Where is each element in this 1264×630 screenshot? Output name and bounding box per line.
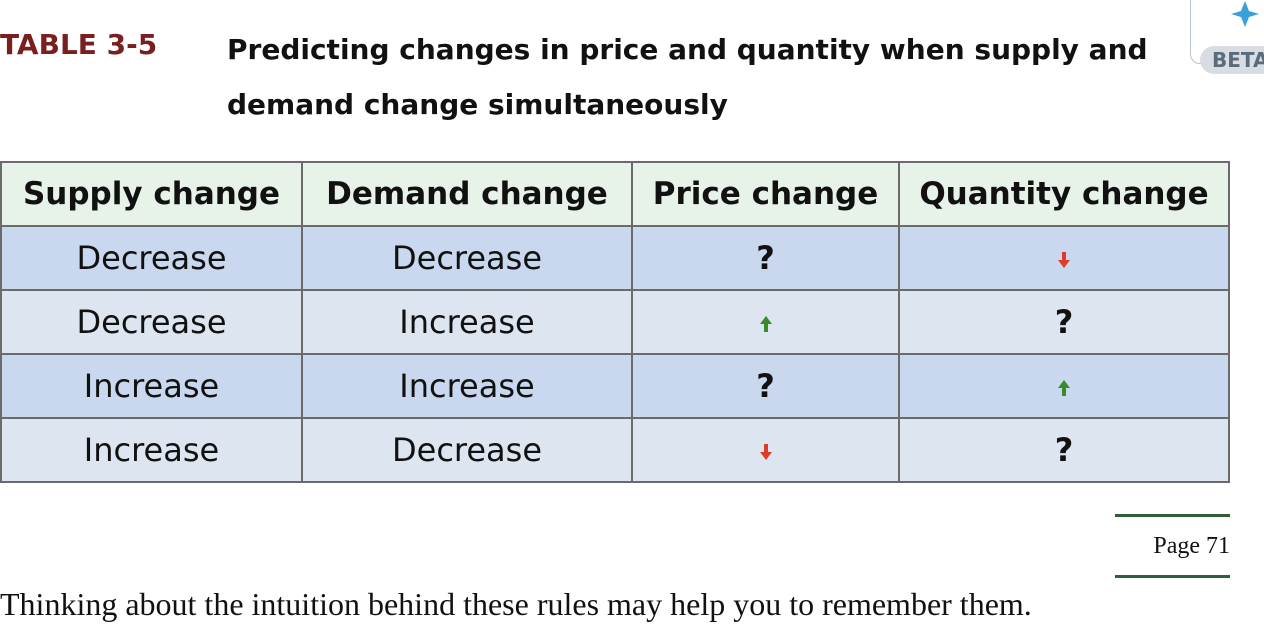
cell: Increase — [301, 289, 633, 355]
sparkle-icon — [1231, 1, 1259, 27]
cell: Decrease — [0, 289, 303, 355]
cell: Increase — [301, 353, 633, 419]
arrow-up — [759, 316, 772, 332]
page-number: Page 71 — [1115, 514, 1230, 578]
cell: ? — [898, 417, 1230, 483]
row: Decrease Increase ? — [0, 289, 1230, 355]
cell: ? — [631, 353, 900, 419]
arrow-down — [1058, 252, 1070, 268]
arrow-up — [1058, 380, 1070, 396]
table-label: TABLE 3-5 — [0, 28, 158, 61]
column-header: Supply change — [0, 161, 303, 227]
table: Supply change Demand change Price change… — [0, 161, 1230, 483]
body-text: Thinking about the intuition behind thes… — [0, 586, 1032, 622]
cell: ? — [631, 225, 900, 291]
arrow-down — [759, 444, 772, 460]
column-header: Price change — [631, 161, 900, 227]
cell — [898, 225, 1230, 291]
cell: ? — [898, 289, 1230, 355]
table-title: Predicting changes in price and quantity… — [227, 33, 1148, 121]
cell — [631, 289, 900, 355]
beta-badge[interactable]: BETA — [1200, 46, 1264, 74]
cell: Increase — [0, 417, 303, 483]
row: Increase Increase ? — [0, 353, 1230, 419]
cell: Decrease — [301, 417, 633, 483]
cell — [898, 353, 1230, 419]
column-header: Quantity change — [898, 161, 1230, 227]
cell — [631, 417, 900, 483]
row: Decrease Decrease ? — [0, 225, 1230, 291]
header-row: Supply change Demand change Price change… — [0, 161, 1230, 227]
cell: Decrease — [0, 225, 303, 291]
cell: Decrease — [301, 225, 633, 291]
cell: Increase — [0, 353, 303, 419]
column-header: Demand change — [301, 161, 633, 227]
row: Increase Decrease ? — [0, 417, 1230, 483]
